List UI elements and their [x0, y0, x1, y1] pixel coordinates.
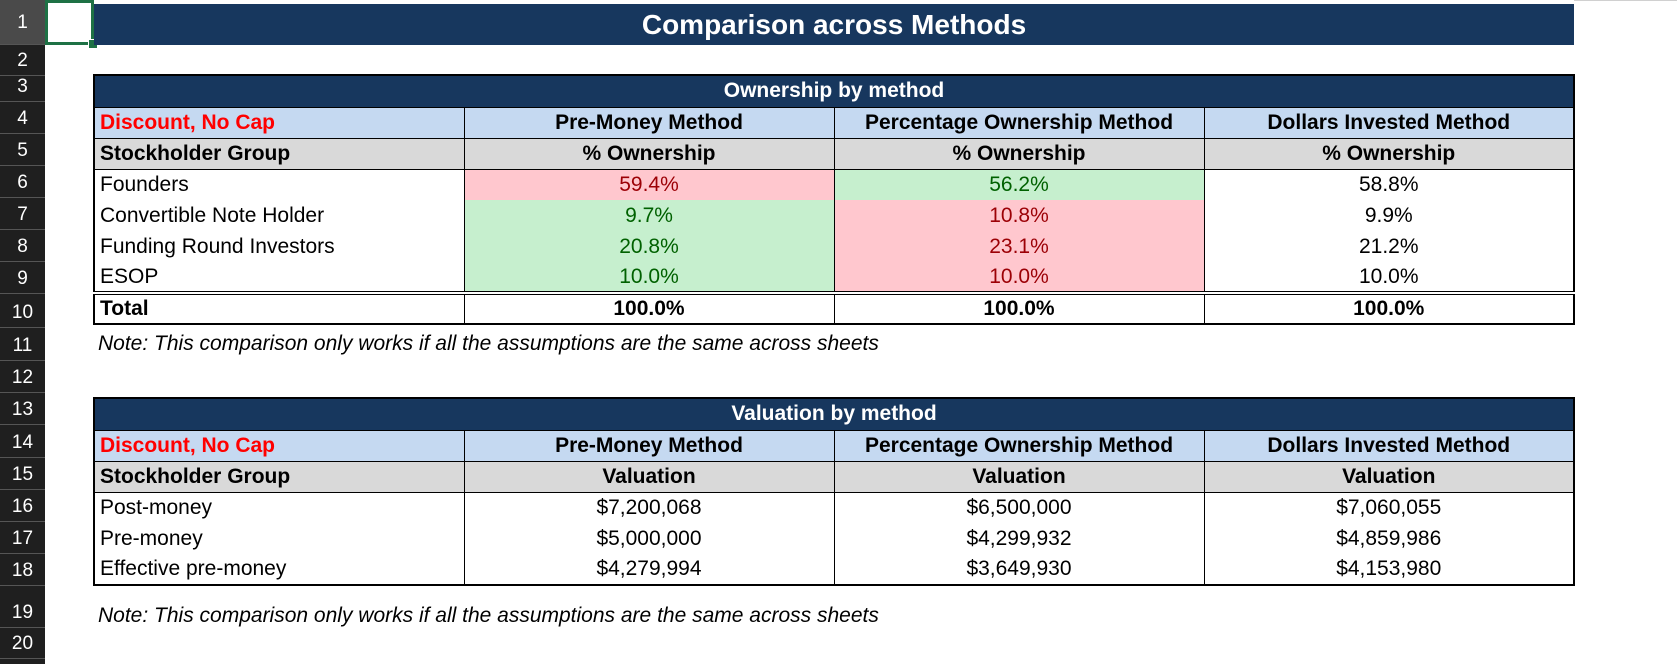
table-row: Pre-money $5,000,000 $4,299,932 $4,859,9…	[93, 523, 1575, 554]
table-row: Founders 59.4% 56.2% 58.8%	[93, 169, 1575, 200]
ownership-group-header[interactable]: Stockholder Group	[93, 138, 465, 170]
cell-value[interactable]: 10.8%	[833, 200, 1205, 231]
cell-value[interactable]: $4,859,986	[1203, 523, 1575, 554]
row-number-20[interactable]: 20	[0, 628, 45, 659]
valuation-note[interactable]: Note: This comparison only works if all …	[98, 604, 879, 627]
row-header-column: 1 2 3 4 5 6 7 8 9 10 11 12 13 14 15 16 1…	[0, 0, 45, 664]
row-number-8[interactable]: 8	[0, 231, 45, 262]
cell-value[interactable]: 10.0%	[463, 262, 835, 293]
ownership-subheader-2[interactable]: % Ownership	[833, 138, 1205, 170]
row-number-1[interactable]: 1	[0, 0, 45, 45]
row-label-post-money[interactable]: Post-money	[93, 492, 465, 523]
row-number-5[interactable]: 5	[0, 135, 45, 166]
row-number-2[interactable]: 2	[0, 45, 45, 76]
table-row: Funding Round Investors 20.8% 23.1% 21.2…	[93, 231, 1575, 262]
cell-value[interactable]: $7,060,055	[1203, 492, 1575, 523]
ownership-table-title[interactable]: Ownership by method	[93, 75, 1575, 107]
valuation-subheader-row: Stockholder Group Valuation Valuation Va…	[93, 461, 1575, 493]
total-value[interactable]: 100.0%	[833, 291, 1205, 324]
valuation-subheader-2[interactable]: Valuation	[833, 461, 1205, 493]
ownership-scenario-label[interactable]: Discount, No Cap	[93, 106, 465, 139]
row-number-4[interactable]: 4	[0, 103, 45, 134]
table-row: Convertible Note Holder 9.7% 10.8% 9.9%	[93, 200, 1575, 231]
ownership-subheader-row: Stockholder Group % Ownership % Ownershi…	[93, 138, 1575, 170]
valuation-table-title[interactable]: Valuation by method	[93, 398, 1575, 430]
cell-value[interactable]: 10.0%	[833, 262, 1205, 293]
row-label-effective-pre-money[interactable]: Effective pre-money	[93, 554, 465, 585]
row-label-total[interactable]: Total	[93, 291, 465, 324]
ownership-method-pre-money[interactable]: Pre-Money Method	[463, 106, 835, 139]
table-row: ESOP 10.0% 10.0% 10.0%	[93, 262, 1575, 293]
cell-value[interactable]: 21.2%	[1203, 231, 1575, 262]
row-number-13[interactable]: 13	[0, 394, 45, 425]
row-number-11[interactable]: 11	[0, 330, 45, 361]
cell-value[interactable]: $3,649,930	[833, 554, 1205, 585]
row-number-6[interactable]: 6	[0, 167, 45, 198]
cell-value[interactable]: 20.8%	[463, 231, 835, 262]
table-row: Effective pre-money $4,279,994 $3,649,93…	[93, 554, 1575, 585]
row-label-funding-round-investors[interactable]: Funding Round Investors	[93, 231, 465, 262]
cell-value[interactable]: $6,500,000	[833, 492, 1205, 523]
row-number-7[interactable]: 7	[0, 199, 45, 230]
total-value[interactable]: 100.0%	[1203, 291, 1575, 324]
row-number-18[interactable]: 18	[0, 555, 45, 586]
table-row: Post-money $7,200,068 $6,500,000 $7,060,…	[93, 492, 1575, 523]
cell-value[interactable]: 58.8%	[1203, 169, 1575, 200]
ownership-note[interactable]: Note: This comparison only works if all …	[98, 332, 879, 355]
row-number-3[interactable]: 3	[0, 71, 45, 102]
total-value[interactable]: 100.0%	[463, 291, 835, 324]
ownership-subheader-1[interactable]: % Ownership	[463, 138, 835, 170]
ownership-method-dollars[interactable]: Dollars Invested Method	[1203, 106, 1575, 139]
cell-value[interactable]: $5,000,000	[463, 523, 835, 554]
row-number-9[interactable]: 9	[0, 263, 45, 294]
cell-value[interactable]: $4,299,932	[833, 523, 1205, 554]
row-number-14[interactable]: 14	[0, 427, 45, 458]
valuation-method-pre-money[interactable]: Pre-Money Method	[463, 429, 835, 462]
cell-value[interactable]: $4,153,980	[1203, 554, 1575, 585]
valuation-group-header[interactable]: Stockholder Group	[93, 461, 465, 493]
gridline-top	[1574, 0, 1677, 1]
ownership-table: Ownership by method Discount, No Cap Pre…	[93, 74, 1575, 325]
cell-value[interactable]: 10.0%	[1203, 262, 1575, 293]
row-number-12[interactable]: 12	[0, 362, 45, 393]
ownership-subheader-3[interactable]: % Ownership	[1203, 138, 1575, 170]
valuation-table: Valuation by method Discount, No Cap Pre…	[93, 397, 1575, 586]
ownership-method-row: Discount, No Cap Pre-Money Method Percen…	[93, 106, 1575, 139]
total-row: Total 100.0% 100.0% 100.0%	[93, 291, 1575, 324]
selected-cell-a1[interactable]	[45, 0, 94, 45]
valuation-scenario-label[interactable]: Discount, No Cap	[93, 429, 465, 462]
row-label-founders[interactable]: Founders	[93, 169, 465, 200]
valuation-subheader-3[interactable]: Valuation	[1203, 461, 1575, 493]
row-label-esop[interactable]: ESOP	[93, 262, 465, 293]
ownership-title-row: Ownership by method	[93, 75, 1575, 107]
valuation-subheader-1[interactable]: Valuation	[463, 461, 835, 493]
cell-value[interactable]: $4,279,994	[463, 554, 835, 585]
row-label-pre-money[interactable]: Pre-money	[93, 523, 465, 554]
row-label-convertible-note-holder[interactable]: Convertible Note Holder	[93, 200, 465, 231]
row-number-19[interactable]: 19	[0, 597, 45, 628]
ownership-method-percentage[interactable]: Percentage Ownership Method	[833, 106, 1205, 139]
cell-value[interactable]: 56.2%	[833, 169, 1205, 200]
row-number-15[interactable]: 15	[0, 459, 45, 490]
cell-value[interactable]: 23.1%	[833, 231, 1205, 262]
cell-value[interactable]: 9.7%	[463, 200, 835, 231]
valuation-method-row: Discount, No Cap Pre-Money Method Percen…	[93, 429, 1575, 462]
row-number-16[interactable]: 16	[0, 491, 45, 522]
cell-value[interactable]: 9.9%	[1203, 200, 1575, 231]
valuation-method-percentage[interactable]: Percentage Ownership Method	[833, 429, 1205, 462]
sheet-title-banner[interactable]: Comparison across Methods	[94, 4, 1574, 45]
row-number-10[interactable]: 10	[0, 297, 45, 328]
valuation-method-dollars[interactable]: Dollars Invested Method	[1203, 429, 1575, 462]
row-number-17[interactable]: 17	[0, 523, 45, 554]
valuation-title-row: Valuation by method	[93, 398, 1575, 430]
cell-value[interactable]: $7,200,068	[463, 492, 835, 523]
cell-value[interactable]: 59.4%	[463, 169, 835, 200]
